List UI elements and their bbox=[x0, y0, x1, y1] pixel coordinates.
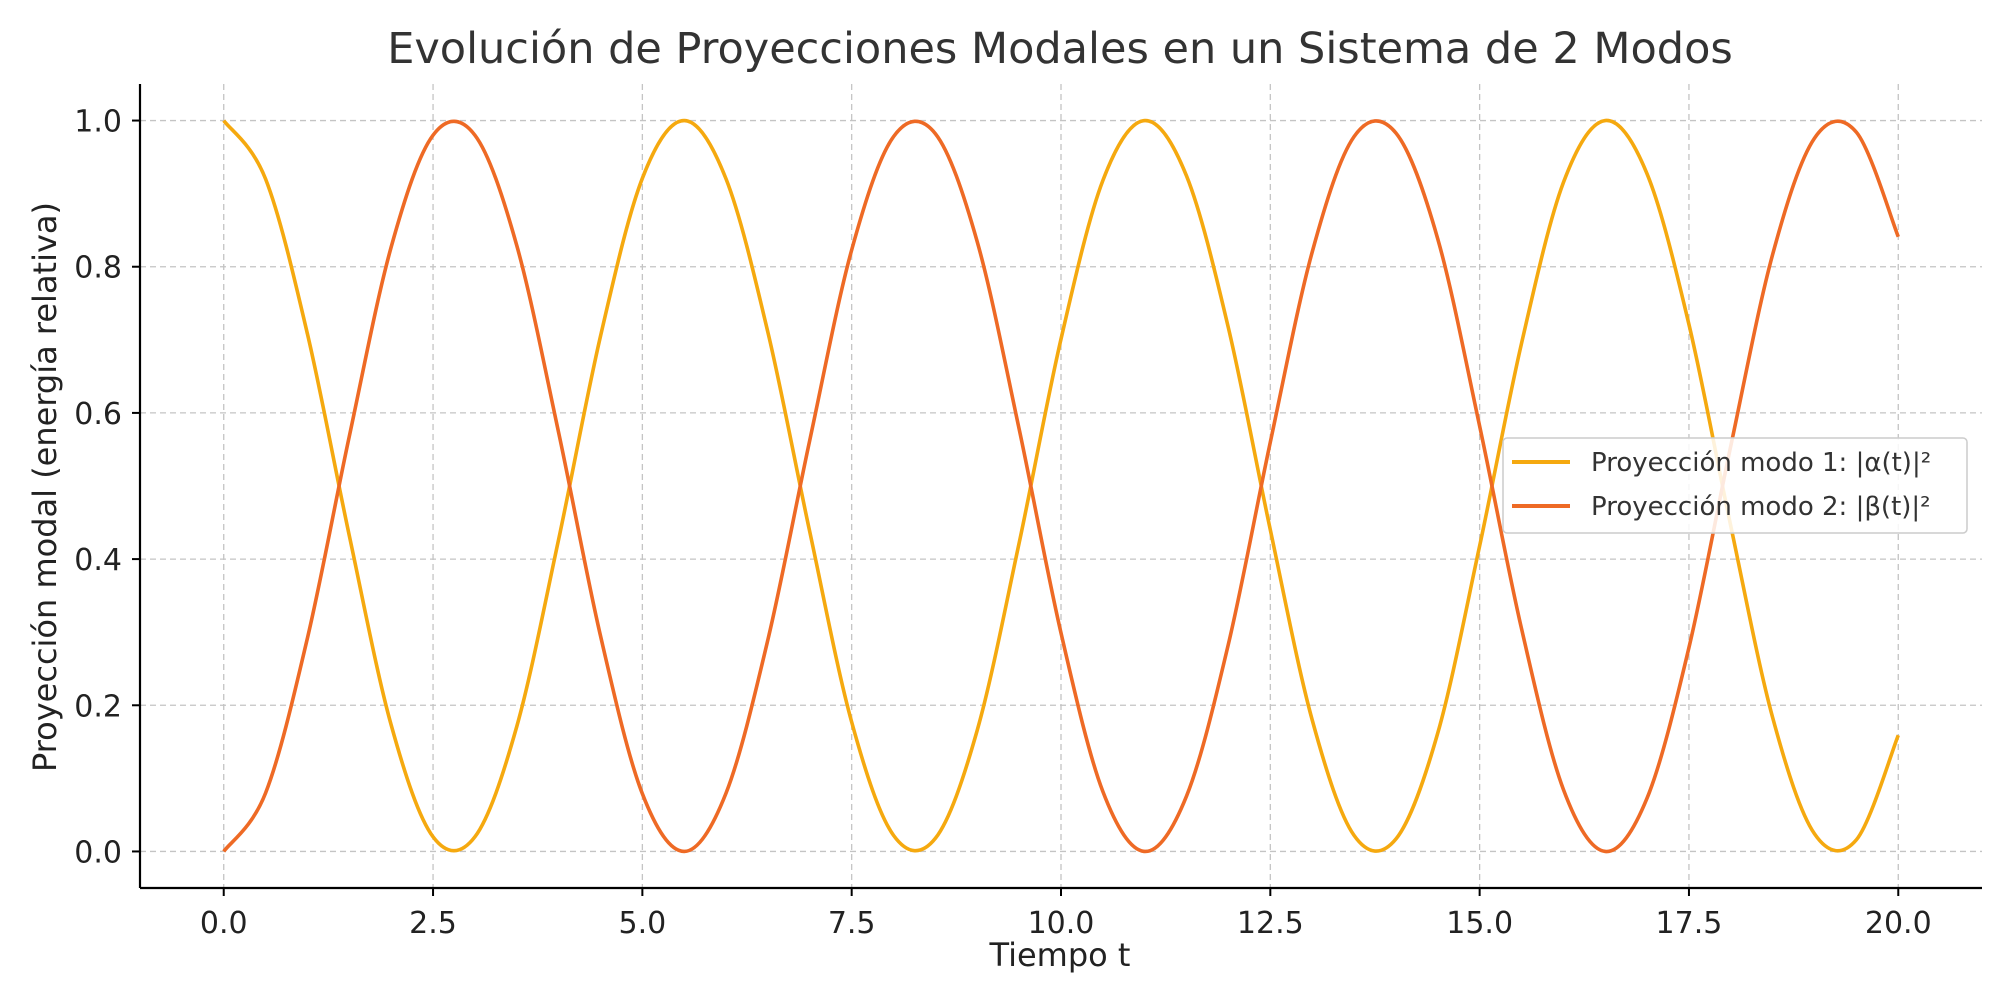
x-tick-label: 17.5 bbox=[1656, 906, 1723, 941]
x-tick-label: 12.5 bbox=[1237, 906, 1304, 941]
x-tick-label: 2.5 bbox=[409, 906, 457, 941]
y-axis-label: Proyección modal (energía relativa) bbox=[26, 202, 64, 772]
x-tick-label: 15.0 bbox=[1446, 906, 1513, 941]
axes bbox=[132, 84, 1982, 896]
chart-title: Evolución de Proyecciones Modales en un … bbox=[387, 24, 1733, 74]
x-tick-label: 7.5 bbox=[828, 906, 876, 941]
x-tick-label: 5.0 bbox=[619, 906, 667, 941]
y-tick-label: 0.0 bbox=[74, 835, 122, 870]
legend-label-mode-2: Proyección modo 2: |β(t)|² bbox=[1591, 492, 1931, 522]
legend-label-mode-1: Proyección modo 1: |α(t)|² bbox=[1591, 448, 1931, 478]
series-line-mode-2 bbox=[222, 119, 1900, 854]
x-tick-label: 0.0 bbox=[200, 906, 248, 941]
x-tick-label: 10.0 bbox=[1028, 906, 1095, 941]
y-tick-label: 1.0 bbox=[74, 105, 122, 140]
y-tick-label: 0.6 bbox=[74, 397, 122, 432]
y-tick-label: 0.8 bbox=[74, 251, 122, 286]
tick-labels: 0.0 2.5 5.0 7.5 10.0 12.5 15.0 17.5 20.0 0.0 0.2 0.… bbox=[74, 105, 1931, 941]
series-lines bbox=[222, 118, 1900, 854]
x-axis-label: Tiempo t bbox=[989, 936, 1131, 974]
legend: Proyección modo 1: |α(t)|² Proyección mo… bbox=[1502, 437, 1968, 534]
series-line-mode-1 bbox=[222, 118, 1900, 853]
x-tick-label: 20.0 bbox=[1865, 906, 1932, 941]
y-tick-label: 0.4 bbox=[74, 543, 122, 578]
legend-box bbox=[1502, 437, 1968, 534]
y-tick-label: 0.2 bbox=[74, 689, 122, 724]
